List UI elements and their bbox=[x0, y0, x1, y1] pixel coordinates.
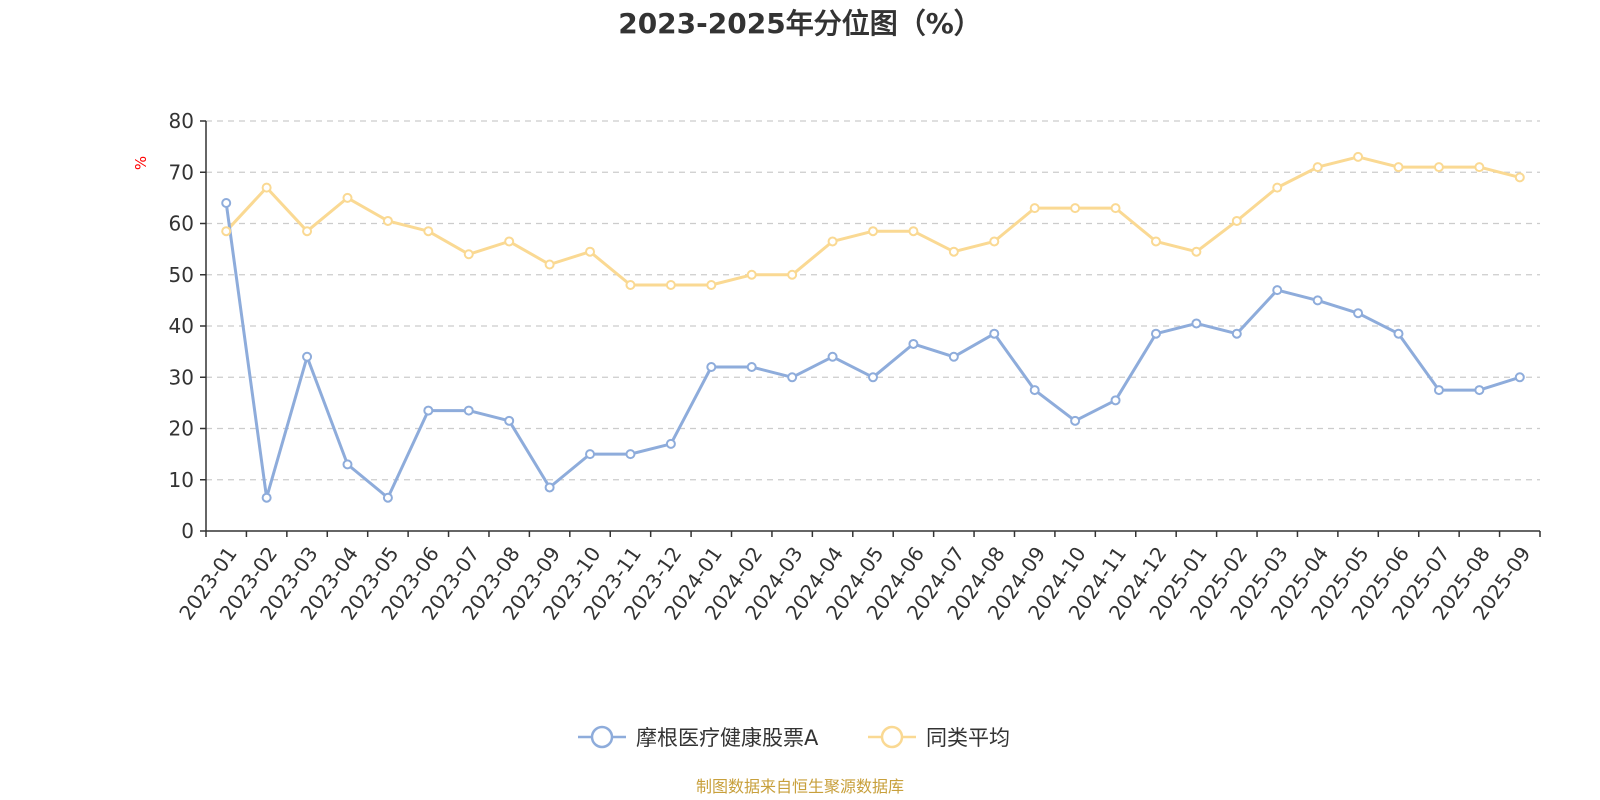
axes bbox=[200, 120, 1541, 537]
y-tick-label: 30 bbox=[169, 365, 194, 389]
data-point bbox=[908, 226, 919, 237]
data-point bbox=[342, 459, 353, 470]
data-point bbox=[1312, 162, 1323, 173]
data-point bbox=[1110, 395, 1121, 406]
source-note: 制图数据来自恒生聚源数据库 bbox=[696, 777, 904, 796]
data-point bbox=[1393, 162, 1404, 173]
data-point bbox=[1191, 318, 1202, 329]
series-line bbox=[225, 155, 1521, 287]
data-point bbox=[948, 246, 959, 257]
data-point bbox=[1272, 182, 1283, 193]
data-point bbox=[746, 362, 757, 372]
data-point bbox=[1514, 172, 1525, 183]
series-line bbox=[224, 202, 1521, 500]
data-point bbox=[706, 362, 717, 372]
legend: 摩根医疗健康股票A 同类平均 bbox=[578, 725, 1010, 750]
data-point bbox=[221, 198, 232, 208]
data-point bbox=[504, 415, 515, 426]
data-point bbox=[585, 449, 596, 460]
data-point bbox=[1029, 385, 1040, 396]
y-tick-label: 10 bbox=[169, 468, 194, 492]
series-lines bbox=[221, 151, 1525, 503]
data-point bbox=[423, 226, 434, 237]
y-tick-label: 40 bbox=[169, 314, 194, 338]
y-tick-label: 70 bbox=[169, 160, 194, 184]
y-tick-label: 50 bbox=[169, 263, 194, 287]
y-tick-label: 60 bbox=[169, 212, 194, 236]
data-point bbox=[504, 236, 515, 247]
data-point bbox=[1312, 295, 1323, 306]
data-point bbox=[382, 215, 393, 226]
data-point bbox=[1070, 203, 1081, 214]
legend-label: 同类平均 bbox=[926, 726, 1010, 750]
x-tick-labels: 2023-012023-022023-032023-042023-052023-… bbox=[174, 542, 1535, 624]
legend-swatch-marker bbox=[590, 725, 614, 749]
data-point bbox=[382, 492, 393, 503]
data-point bbox=[302, 351, 313, 362]
data-point bbox=[1191, 246, 1202, 257]
data-point bbox=[706, 280, 717, 290]
legend-swatch-marker bbox=[880, 725, 904, 749]
data-point bbox=[1393, 328, 1404, 339]
data-point bbox=[827, 236, 838, 247]
data-point bbox=[1070, 415, 1081, 426]
data-point bbox=[1474, 385, 1485, 396]
data-point bbox=[342, 192, 353, 203]
grid-lines bbox=[206, 120, 1540, 481]
data-point bbox=[1353, 151, 1364, 162]
data-point bbox=[625, 280, 636, 290]
data-point bbox=[989, 328, 1000, 339]
y-tick-labels: 0 10 20 30 40 50 60 70 80 bbox=[169, 109, 194, 543]
legend-label: 摩根医疗健康股票A bbox=[636, 726, 819, 750]
data-point bbox=[625, 449, 636, 460]
data-point bbox=[989, 236, 1000, 247]
data-point bbox=[948, 351, 959, 362]
data-point bbox=[1231, 215, 1242, 226]
data-point bbox=[665, 438, 676, 449]
data-point bbox=[544, 482, 555, 493]
data-point bbox=[463, 249, 474, 260]
y-tick-label: 80 bbox=[169, 109, 194, 133]
data-point bbox=[1150, 236, 1161, 247]
data-point bbox=[1150, 328, 1161, 339]
data-point bbox=[1110, 203, 1121, 214]
data-point bbox=[1353, 308, 1364, 319]
data-point bbox=[787, 269, 798, 280]
data-point bbox=[544, 259, 555, 270]
data-point bbox=[302, 226, 313, 237]
data-point bbox=[423, 405, 434, 416]
data-point bbox=[868, 372, 878, 383]
data-point bbox=[1029, 203, 1040, 214]
data-point bbox=[1433, 162, 1444, 173]
data-point bbox=[261, 492, 272, 503]
y-tick-label: 20 bbox=[169, 417, 194, 441]
data-point bbox=[1433, 385, 1444, 396]
y-tick-label: 0 bbox=[181, 519, 194, 543]
data-point bbox=[585, 246, 596, 257]
data-point bbox=[665, 280, 676, 290]
legend-item[interactable]: 摩根医疗健康股票A bbox=[578, 725, 819, 750]
data-point bbox=[746, 269, 757, 280]
legend-item[interactable]: 同类平均 bbox=[868, 725, 1010, 750]
data-point bbox=[221, 226, 232, 237]
chart-title: 2023-2025年分位图（%） bbox=[618, 7, 982, 40]
data-point bbox=[1474, 162, 1485, 173]
data-point bbox=[261, 182, 272, 193]
data-point bbox=[1514, 372, 1525, 383]
y-axis-unit: % bbox=[132, 156, 150, 170]
data-point bbox=[827, 351, 838, 362]
data-point bbox=[463, 405, 474, 416]
data-point bbox=[787, 372, 798, 383]
data-point bbox=[1231, 328, 1242, 339]
data-point bbox=[1272, 285, 1283, 296]
data-point bbox=[868, 226, 878, 237]
data-point bbox=[908, 338, 919, 349]
